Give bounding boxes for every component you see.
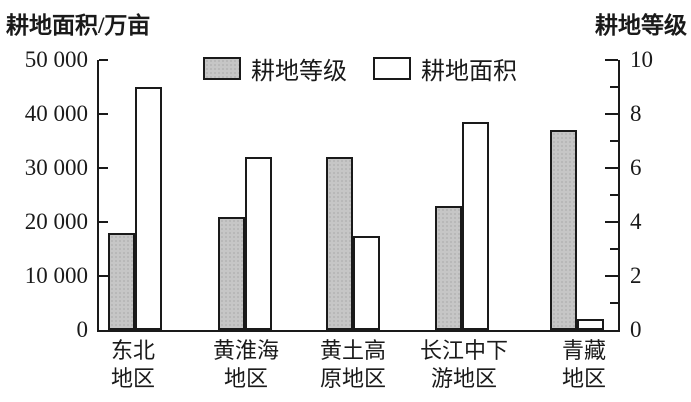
- bar-area-1: [135, 87, 162, 330]
- legend: 耕地等级 耕地面积: [203, 51, 517, 86]
- category-label-4: 长江中下 游地区: [394, 337, 534, 393]
- category-label-3: 黄土高 原地区: [283, 337, 423, 393]
- bar-grade-1: [108, 232, 135, 330]
- right-axis-tick-label: 6: [630, 155, 642, 180]
- left-axis-tick-label: 30 000: [24, 155, 88, 180]
- category-label-line: 地区: [110, 366, 155, 391]
- left-axis-tick: [99, 221, 108, 223]
- right-axis-tick-label: 4: [630, 209, 642, 234]
- bar-grade-3: [326, 157, 353, 330]
- category-label-1: 东北 地区: [63, 337, 203, 393]
- left-axis-tick: [99, 275, 108, 277]
- left-axis-tick-label: 10 000: [24, 263, 88, 288]
- legend-label-grade: 耕地等级: [251, 59, 347, 85]
- right-axis-tick-label: 8: [630, 101, 642, 126]
- left-axis-tick-label: 20 000: [24, 209, 88, 234]
- legend-swatch-grade: [203, 57, 241, 80]
- left-axis-title: 耕地面积/万亩: [6, 13, 151, 38]
- right-axis-title: 耕地等级: [595, 13, 687, 38]
- category-label-line: 东北: [110, 338, 155, 363]
- category-label-line: 游地区: [430, 366, 497, 391]
- left-axis-tick-label: 0: [76, 317, 89, 342]
- right-axis-tick: [605, 59, 618, 61]
- left-axis-tick-label: 50 000: [24, 47, 88, 72]
- left-axis-tick: [99, 113, 108, 115]
- right-axis-tick: [605, 113, 618, 115]
- right-axis-minor-tick: [610, 194, 618, 196]
- bar-grade-5: [550, 130, 577, 330]
- right-axis-minor-tick: [610, 248, 618, 250]
- right-axis-tick: [605, 275, 618, 277]
- right-axis-tick-label: 0: [630, 317, 642, 342]
- legend-swatch-area: [373, 57, 411, 80]
- bar-grade-4: [435, 205, 462, 330]
- right-axis-tick-label: 10: [630, 47, 653, 72]
- right-axis-tick-label: 2: [630, 263, 642, 288]
- category-label-line: 青藏: [561, 338, 606, 363]
- right-axis-tick: [605, 221, 618, 223]
- category-label-line: 地区: [561, 366, 606, 391]
- bar-grade-2: [218, 216, 245, 330]
- bar-area-3: [353, 235, 380, 330]
- category-label-line: 地区: [223, 366, 268, 391]
- right-axis-minor-tick: [610, 140, 618, 142]
- left-axis-tick: [99, 59, 108, 61]
- bar-area-2: [245, 157, 272, 330]
- legend-item-area: 耕地面积: [373, 51, 517, 86]
- bar-area-5: [577, 319, 604, 330]
- category-label-5: 青藏 地区: [514, 337, 654, 393]
- category-label-line: 黄土高: [319, 338, 386, 363]
- category-label-line: 黄淮海: [212, 338, 279, 363]
- legend-label-area: 耕地面积: [421, 59, 517, 85]
- right-axis-minor-tick: [610, 302, 618, 304]
- category-label-line: 长江中下: [419, 338, 508, 363]
- left-axis-tick-label: 40 000: [24, 101, 88, 126]
- legend-item-grade: 耕地等级: [203, 51, 347, 86]
- right-axis-minor-tick: [610, 86, 618, 88]
- bar-area-4: [462, 122, 489, 330]
- left-axis-tick: [99, 167, 108, 169]
- category-label-line: 原地区: [319, 366, 386, 391]
- category-label-2: 黄淮海 地区: [176, 337, 316, 393]
- plot-area: [97, 59, 620, 332]
- right-axis-tick: [605, 167, 618, 169]
